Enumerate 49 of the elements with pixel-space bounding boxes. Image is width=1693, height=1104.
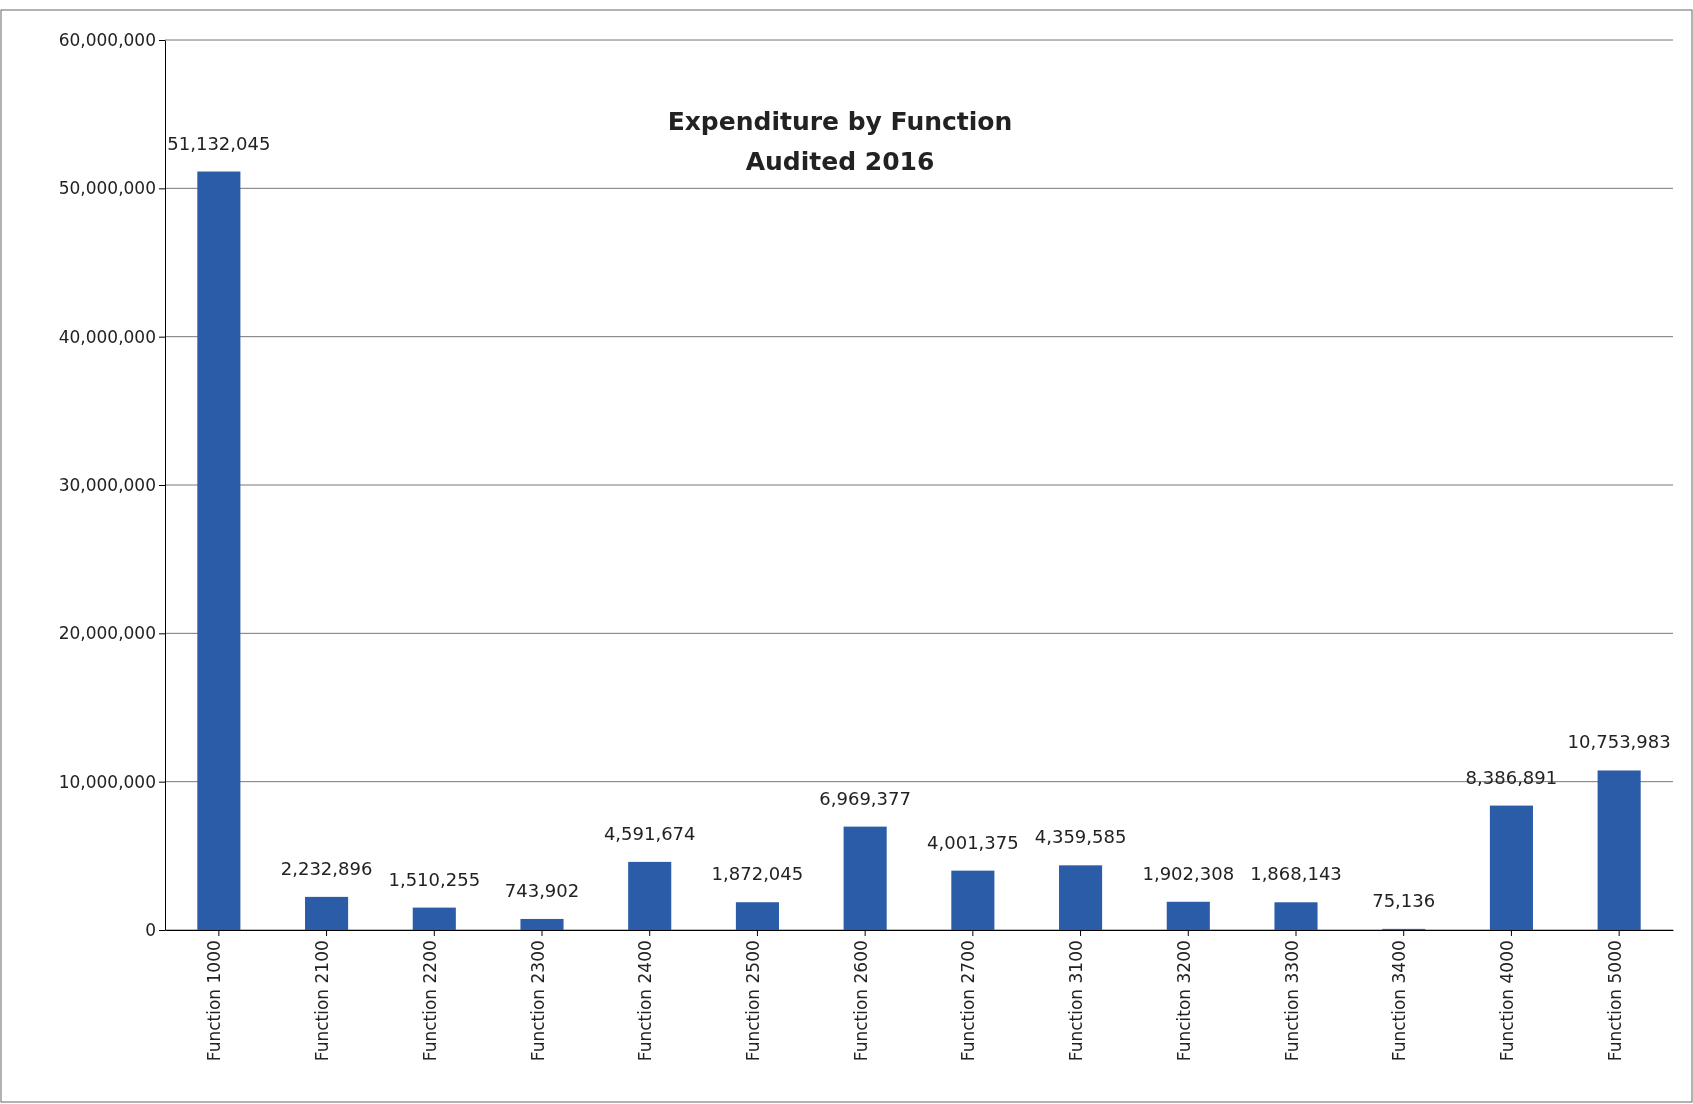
y-tick-label: 60,000,000 (58, 29, 156, 50)
data-label: 4,001,375 (927, 831, 1019, 853)
bar (628, 861, 672, 930)
x-tick-label: Function 3300 (1281, 940, 1302, 1062)
bar (1166, 901, 1210, 930)
data-label: 51,132,045 (167, 132, 271, 154)
y-tick-label: 20,000,000 (58, 623, 156, 644)
text: Expenditure by Function Audited 2016 (667, 107, 1013, 176)
x-tick-label: Function 2200 (419, 940, 440, 1062)
y-tick-label: 0 (145, 919, 156, 940)
data-label: 75,136 (1372, 889, 1436, 911)
x-tick-label: Function 1000 (204, 940, 225, 1062)
data-label: 1,872,045 (711, 863, 804, 885)
bar (1274, 902, 1318, 930)
x-tick-label: Function 5000 (1604, 940, 1625, 1062)
x-tick-label: Function 4000 (1497, 940, 1518, 1062)
bar (1597, 770, 1641, 930)
y-tick-label: 30,000,000 (58, 474, 156, 495)
x-tick-label: Funciton 3200 (1173, 940, 1194, 1062)
x-tick-label: Function 3400 (1389, 940, 1410, 1062)
x-tick-label: Function 2300 (527, 940, 548, 1062)
data-label: 1,510,255 (388, 868, 481, 890)
bar (951, 870, 995, 930)
x-tick-label: Function 2400 (635, 940, 656, 1062)
data-label: 1,868,143 (1250, 863, 1342, 885)
y-tick-label: 40,000,000 (58, 326, 156, 347)
data-label: 1,902,308 (1142, 862, 1235, 884)
x-tick-label: Function 2600 (850, 940, 871, 1062)
data-label: 10,753,983 (1567, 731, 1671, 753)
bar (843, 826, 887, 930)
data-label: 743,902 (504, 879, 580, 901)
x-tick-label: Function 2100 (312, 940, 333, 1062)
bar (1489, 805, 1533, 930)
bar (735, 902, 779, 930)
bar (520, 918, 564, 930)
data-label: 6,969,377 (819, 787, 911, 809)
y-tick-label: 10,000,000 (58, 771, 156, 792)
bar (197, 171, 241, 930)
data-label: 2,232,896 (280, 857, 373, 879)
x-tick-label: Function 3100 (1066, 940, 1087, 1062)
y-tick-label: 50,000,000 (58, 178, 156, 199)
data-label: 4,359,585 (1034, 826, 1127, 848)
bar (1059, 865, 1103, 930)
bar (305, 896, 349, 930)
data-label: 4,591,674 (603, 822, 696, 844)
x-tick-label: Function 2700 (958, 940, 979, 1062)
x-tick-label: Function 2500 (743, 940, 764, 1062)
bar (412, 907, 456, 930)
data-label: 8,386,891 (1465, 766, 1558, 788)
